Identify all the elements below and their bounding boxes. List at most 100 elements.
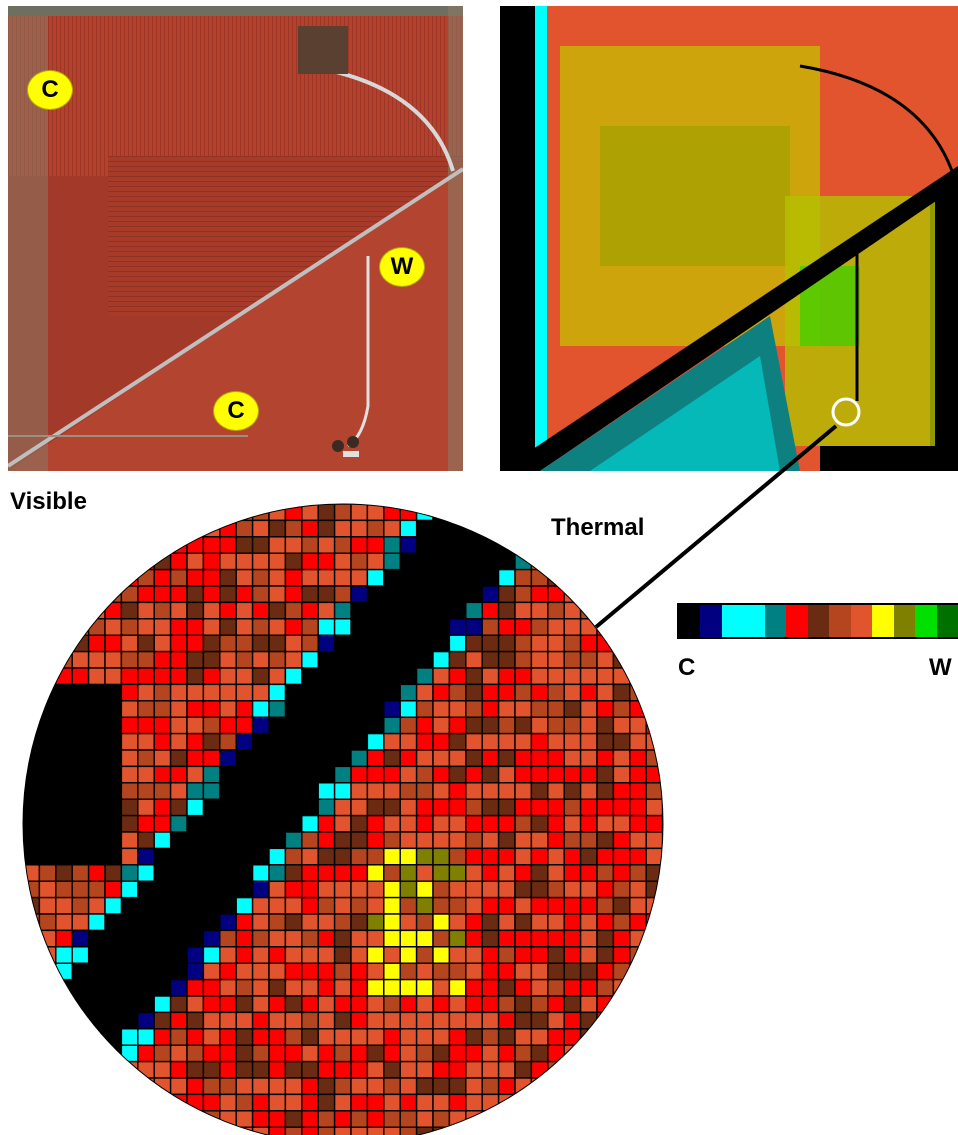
zoom-pixel [530, 667, 549, 686]
zoom-pixel [366, 732, 385, 751]
zoom-pixel [317, 519, 336, 538]
zoom-pixel [153, 732, 172, 751]
zoom-pixel-grid [23, 504, 663, 1135]
zoom-pixel [481, 585, 500, 604]
zoom-pixel [268, 601, 287, 620]
zoom-pixel [629, 995, 647, 1014]
zoom-pixel [169, 1060, 188, 1079]
zoom-pixel [317, 1060, 336, 1079]
zoom-pixel [661, 749, 663, 768]
zoom-pixel [383, 765, 401, 784]
zoom-pixel [251, 601, 270, 620]
zoom-pixel [268, 552, 287, 571]
zoom-pixel [497, 568, 516, 587]
zoom-pixel [563, 798, 582, 817]
zoom-pixel [629, 732, 647, 751]
zoom-pixel [432, 1093, 451, 1112]
zoom-pixel [366, 1093, 385, 1112]
zoom-pixel [120, 1077, 139, 1096]
scale-swatch [893, 605, 916, 637]
zoom-pixel [317, 1093, 336, 1112]
zoom-pixel [87, 896, 106, 915]
zoom-pixel [71, 667, 90, 686]
zoom-pixel [514, 568, 533, 587]
zoom-pixel [137, 634, 155, 653]
zoom-pixel [661, 667, 663, 686]
zoom-pixel [383, 1093, 401, 1112]
zoom-pixel [415, 962, 434, 981]
zoom-pixel [284, 831, 303, 850]
zoom-pixel [563, 913, 582, 932]
zoom-pixel [251, 667, 270, 686]
zoom-pixel [497, 1011, 516, 1030]
zoom-pixel [661, 1028, 663, 1046]
zoom-pixel [514, 798, 533, 817]
zoom-pixel [383, 1110, 401, 1128]
zoom-pixel [497, 650, 516, 669]
zoom-pixel [202, 568, 221, 587]
zoom-pixel [137, 864, 155, 882]
zoom-pixel [251, 1028, 270, 1046]
zoom-pixel [481, 814, 500, 833]
zoom-pixel [596, 1028, 615, 1046]
zoom-pixel [268, 683, 287, 702]
zoom-pixel [563, 601, 582, 620]
zoom-pixel [219, 601, 237, 620]
zoom-pixel [579, 1011, 598, 1030]
cool-marker: C [213, 391, 259, 431]
zoom-pixel [137, 1126, 155, 1135]
zoom-pixel [547, 667, 565, 686]
zoom-pixel [284, 504, 303, 522]
zoom-pixel [350, 552, 369, 571]
zoom-pixel [235, 929, 254, 948]
zoom-pixel [251, 1077, 270, 1096]
zoom-pixel [333, 1060, 352, 1079]
zoom-pixel [55, 667, 73, 686]
thermal-image [500, 6, 958, 471]
zoom-pixel [661, 536, 663, 554]
zoom-pixel [333, 552, 352, 571]
zoom-pixel [465, 995, 483, 1014]
zoom-pixel [333, 568, 352, 587]
zoom-pixel [120, 618, 139, 636]
zoom-pixel [120, 1110, 139, 1128]
zoom-pixel [251, 1110, 270, 1128]
zoom-pixel [153, 831, 172, 850]
zoom-pixel [55, 650, 73, 669]
zoom-pixel [432, 814, 451, 833]
zoom-pixel [186, 749, 205, 768]
zoom-pixel [579, 1028, 598, 1046]
zoom-pixel [399, 798, 418, 817]
zoom-pixel [579, 929, 598, 948]
zoom-pixel [661, 765, 663, 784]
zoom-pixel [497, 683, 516, 702]
zoom-pixel [317, 504, 336, 522]
zoom-pixel [465, 913, 483, 932]
zoom-pixel [563, 880, 582, 899]
scale-swatch [850, 605, 873, 637]
zoom-pixel [399, 732, 418, 751]
zoom-pixel [235, 1126, 254, 1135]
zoom-pixel [137, 1110, 155, 1128]
zoom-pixel [629, 831, 647, 850]
zoom-pixel [366, 519, 385, 538]
zoom-pixel [153, 1060, 172, 1079]
zoom-pixel [399, 1126, 418, 1135]
zoom-pixel [645, 946, 663, 964]
zoom-pixel [579, 1126, 598, 1135]
zoom-pixel [87, 536, 106, 554]
zoom-pixel [202, 1093, 221, 1112]
zoom-pixel [317, 946, 336, 964]
zoom-pixel [514, 700, 533, 718]
zoom-pixel [596, 749, 615, 768]
zoom-pixel [333, 782, 352, 800]
zoom-pixel [612, 864, 631, 882]
zoom-pixel [268, 962, 287, 981]
zoom-pixel [366, 995, 385, 1014]
zoom-pixel [432, 946, 451, 964]
zoom-pixel [301, 864, 319, 882]
zoom-pixel [235, 1011, 254, 1030]
zoom-pixel [629, 1126, 647, 1135]
zoom-pixel [465, 749, 483, 768]
zoom-pixel [629, 798, 647, 817]
